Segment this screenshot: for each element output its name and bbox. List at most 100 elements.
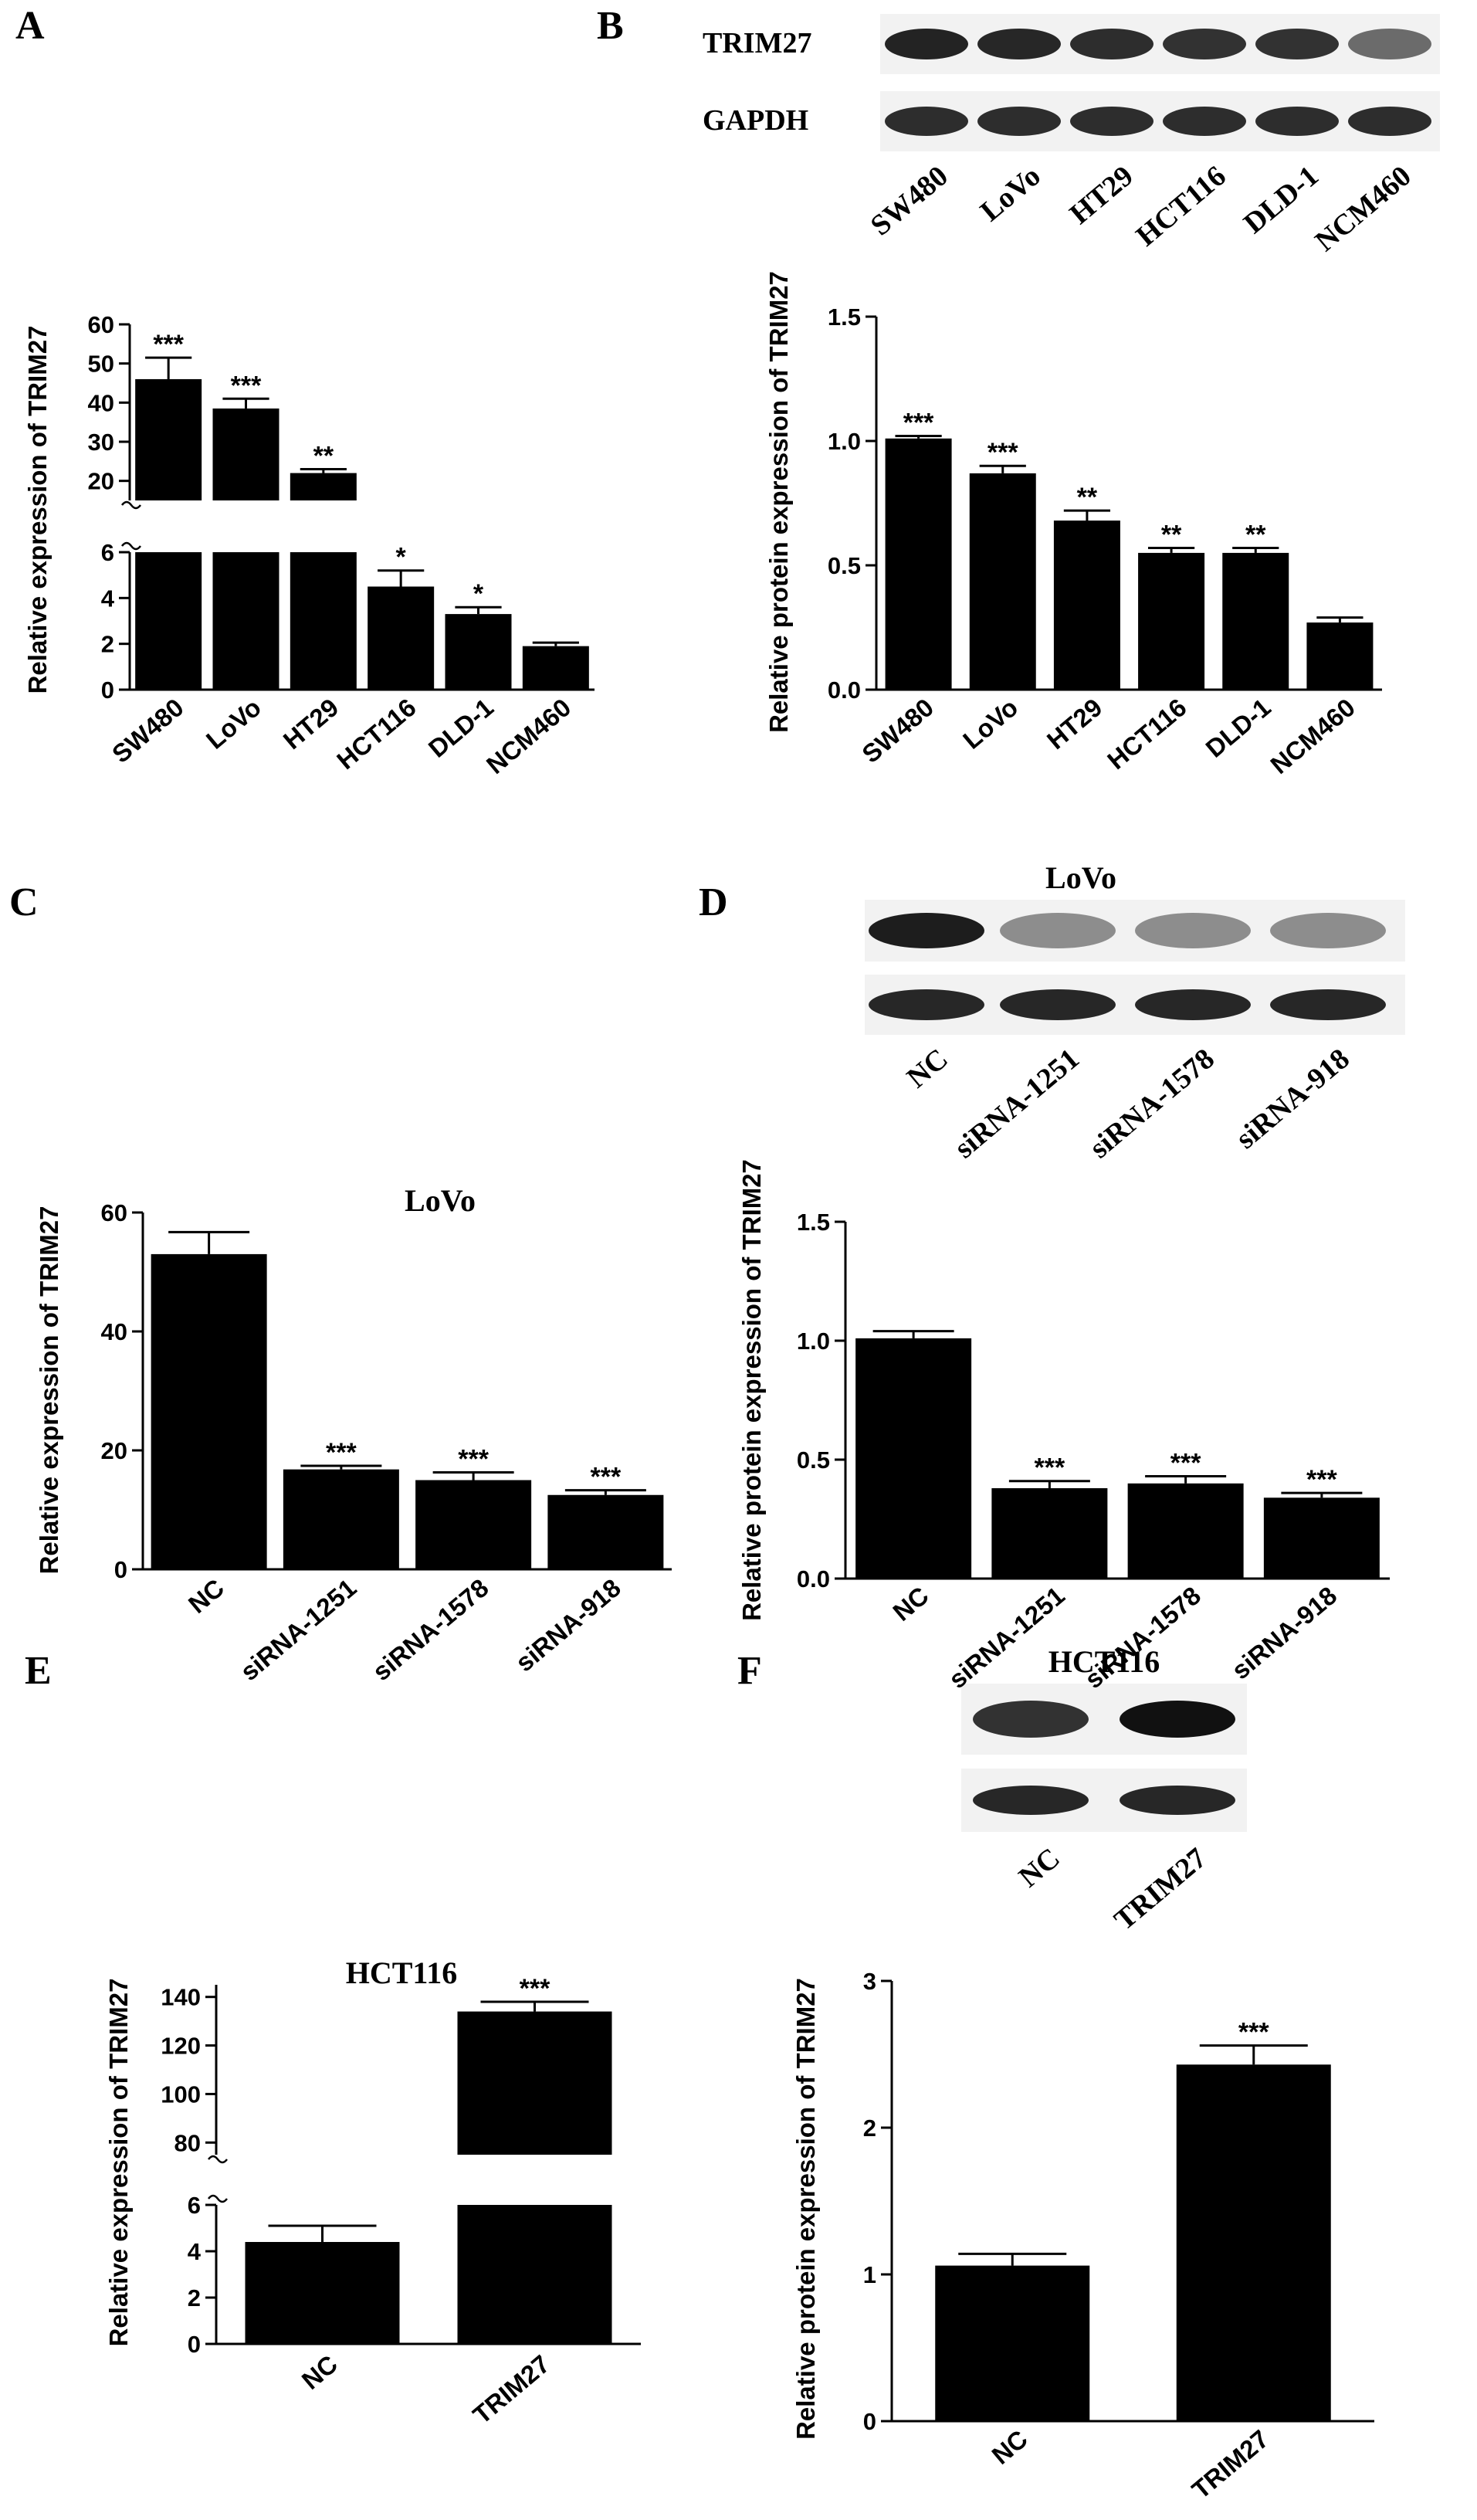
chart-e: 80 100 120 140 0 2 4 6 NC *** TRIM27 Relative expre… bbox=[104, 1955, 641, 2430]
chart-a-bar bbox=[290, 473, 357, 500]
chart-e-category-label: TRIM27 bbox=[467, 2349, 555, 2430]
chart-a-bar bbox=[135, 552, 202, 690]
chart-b-y-axis-label: Relative protein expression of TRIM27 bbox=[764, 271, 793, 733]
blot-d-trim27-band-4 bbox=[1270, 913, 1386, 948]
chart-e-category-label: NC bbox=[296, 2349, 343, 2395]
chart-c-significance-mark: *** bbox=[326, 1438, 357, 1467]
chart-c-category-label: siRNA-1251 bbox=[235, 1573, 361, 1686]
chart-b-bar bbox=[1053, 521, 1120, 690]
chart-a-bar bbox=[135, 378, 202, 500]
chart-a-significance-mark: * bbox=[396, 543, 407, 572]
blot-b-lane-label: LoVo bbox=[974, 160, 1047, 228]
chart-d-bar bbox=[1263, 1497, 1380, 1579]
chart-a-category-label: HT29 bbox=[278, 693, 344, 755]
chart-a-bar bbox=[522, 646, 589, 690]
chart-b-significance-mark: *** bbox=[987, 438, 1018, 467]
blot-b-lane-label: HCT116 bbox=[1130, 160, 1232, 253]
chart-b-y-tick-label: 1.5 bbox=[828, 304, 861, 331]
chart-f-bar bbox=[935, 2265, 1090, 2421]
blot-b-lane-label: HT29 bbox=[1064, 160, 1140, 231]
chart-d-significance-mark: *** bbox=[1170, 1449, 1201, 1478]
chart-d-bar bbox=[991, 1487, 1108, 1579]
blot-b-lane-label: DLD-1 bbox=[1238, 160, 1325, 240]
blot-f-trim27-band-1 bbox=[973, 1701, 1089, 1738]
chart-a-y-tick-label: 40 bbox=[88, 389, 114, 416]
chart-a-axis-break-mark bbox=[121, 541, 141, 551]
blot-d-trim27-band-1 bbox=[869, 913, 984, 948]
chart-d-bar bbox=[1127, 1483, 1244, 1579]
chart-b-bar bbox=[885, 438, 952, 690]
chart-a-y-tick-label: 60 bbox=[88, 311, 114, 338]
blot-b-lane-label: NCM460 bbox=[1309, 160, 1418, 258]
chart-e-y-tick-label: 140 bbox=[161, 1984, 201, 2011]
chart-b-significance-mark: ** bbox=[1077, 483, 1098, 512]
chart-a-y-tick-label: 50 bbox=[88, 351, 114, 378]
chart-d-category-label: NC bbox=[887, 1581, 933, 1626]
chart-a-bar bbox=[368, 586, 435, 690]
blot-d-trim27-band-3 bbox=[1135, 913, 1251, 948]
chart-f-y-axis-label: Relative protein expression of TRIM27 bbox=[791, 1978, 820, 2440]
blot-d-lane-label: siRNA-918 bbox=[1230, 1043, 1356, 1155]
chart-b-category-label: NCM460 bbox=[1265, 693, 1360, 779]
chart-b-category-label: SW480 bbox=[856, 693, 939, 768]
blot-d-gapdh-band-1 bbox=[869, 989, 984, 1020]
chart-a-category-label: LoVo bbox=[201, 693, 266, 755]
panel-letter-f: F bbox=[737, 1649, 762, 1693]
chart-f-y-tick-label: 1 bbox=[863, 2261, 876, 2288]
chart-a-axis-break-mark bbox=[121, 500, 141, 510]
chart-b-category-label: DLD-1 bbox=[1201, 693, 1276, 763]
chart-c-bar bbox=[547, 1494, 664, 1569]
blot-b-gapdh-band-4 bbox=[1163, 107, 1246, 136]
chart-e-bar bbox=[457, 2011, 612, 2155]
blot-f-lane-label: NC bbox=[1013, 1842, 1066, 1894]
chart-f-y-tick-label: 0 bbox=[863, 2408, 876, 2435]
chart-a-y-axis-label: Relative expression of TRIM27 bbox=[23, 326, 52, 694]
blot-b-row-label-gapdh: GAPDH bbox=[703, 104, 808, 137]
chart-e-bar bbox=[457, 2205, 612, 2344]
chart-e-axis-break-mark bbox=[208, 2155, 228, 2164]
chart-e-y-tick-label: 120 bbox=[161, 2033, 201, 2060]
chart-a-significance-mark: *** bbox=[231, 371, 262, 400]
panel-letter-e: E bbox=[25, 1649, 52, 1693]
chart-e-y-tick-label: 4 bbox=[188, 2238, 202, 2265]
blot-d-gapdh-band-3 bbox=[1135, 989, 1251, 1020]
chart-d-y-tick-label: 1.5 bbox=[797, 1209, 830, 1236]
chart-b-y-tick-label: 1.0 bbox=[828, 428, 861, 455]
chart-c-bar bbox=[283, 1469, 399, 1569]
chart-c-y-tick-label: 60 bbox=[101, 1199, 127, 1226]
chart-a-category-label: SW480 bbox=[107, 693, 189, 768]
chart-c-bar bbox=[415, 1480, 532, 1569]
chart-b-bar bbox=[1306, 622, 1374, 690]
chart-a-y-tick-label: 20 bbox=[88, 468, 114, 495]
chart-b-category-label: HCT116 bbox=[1102, 693, 1192, 775]
chart-d-significance-mark: *** bbox=[1306, 1465, 1337, 1494]
blot-d-trim27-band-2 bbox=[1000, 913, 1116, 948]
chart-e-y-axis-label: Relative expression of TRIM27 bbox=[104, 1979, 133, 2347]
chart-e-bar bbox=[245, 2242, 400, 2344]
chart-e-y-tick-label: 2 bbox=[188, 2284, 201, 2311]
blot-b-trim27-band-6 bbox=[1348, 29, 1431, 59]
blot-b-membrane-gapdh bbox=[880, 91, 1440, 151]
blot-f-gapdh-band-2 bbox=[1120, 1786, 1235, 1815]
blot-b-gapdh-band-6 bbox=[1348, 107, 1431, 136]
chart-d-y-tick-label: 0.0 bbox=[797, 1565, 830, 1592]
panel-letter-d: D bbox=[699, 880, 728, 924]
chart-a-bar bbox=[212, 552, 279, 690]
blot-b-gapdh-band-2 bbox=[977, 107, 1061, 136]
panel-letter-a: A bbox=[15, 4, 45, 48]
chart-b-category-label: LoVo bbox=[957, 693, 1023, 755]
chart-c-significance-mark: *** bbox=[458, 1444, 489, 1474]
chart-b-y-tick-label: 0.5 bbox=[828, 552, 861, 579]
blot-d-gapdh-band-2 bbox=[1000, 989, 1116, 1020]
chart-a-y-tick-label: 30 bbox=[88, 429, 114, 456]
chart-b: 0.0 0.5 1.0 1.5 *** SW480 *** LoVo ** HT29 ** HCT11… bbox=[764, 271, 1382, 779]
chart-d-y-tick-label: 1.0 bbox=[797, 1328, 830, 1355]
chart-d-significance-mark: *** bbox=[1035, 1453, 1065, 1483]
panel-letter-c: C bbox=[9, 880, 39, 924]
blot-b-gapdh-band-3 bbox=[1070, 107, 1153, 136]
chart-a-bar bbox=[445, 614, 512, 690]
panel-letter-b: B bbox=[597, 4, 624, 48]
chart-f-significance-mark: *** bbox=[1238, 2018, 1269, 2047]
